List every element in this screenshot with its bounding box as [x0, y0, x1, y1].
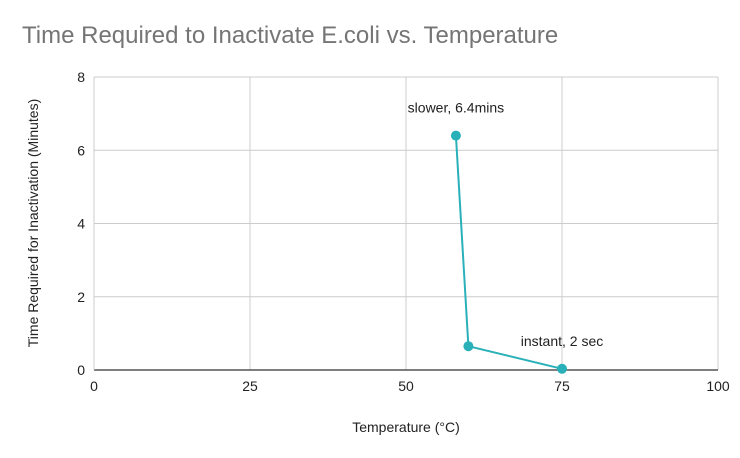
annotations: slower, 6.4mins instant, 2 sec [408, 100, 604, 349]
y-tick-label: 4 [77, 216, 85, 232]
tick-labels: 0 2 4 6 8 0 25 50 75 100 [77, 69, 730, 394]
y-tick-label: 8 [77, 69, 85, 85]
data-point [450, 130, 461, 141]
chart-title: Time Required to Inactivate E.coli vs. T… [22, 22, 559, 49]
x-tick-label: 75 [554, 378, 570, 394]
x-tick-label: 100 [706, 378, 730, 394]
data-point [557, 363, 567, 374]
x-tick-label: 25 [242, 378, 258, 394]
y-tick-label: 0 [77, 362, 85, 378]
series [450, 130, 567, 374]
data-label: slower, 6.4mins [408, 100, 504, 116]
x-axis-label: Temperature (°C) [352, 419, 460, 435]
y-tick-label: 2 [77, 289, 85, 305]
x-tick-label: 0 [90, 378, 98, 394]
y-tick-label: 6 [77, 142, 85, 158]
axes [93, 77, 718, 371]
grid [94, 76, 719, 370]
data-label: instant, 2 sec [521, 333, 604, 349]
data-point [463, 341, 474, 352]
y-axis-label: Time Required for Inactivation (Minutes) [25, 99, 41, 347]
x-tick-label: 50 [398, 378, 414, 394]
